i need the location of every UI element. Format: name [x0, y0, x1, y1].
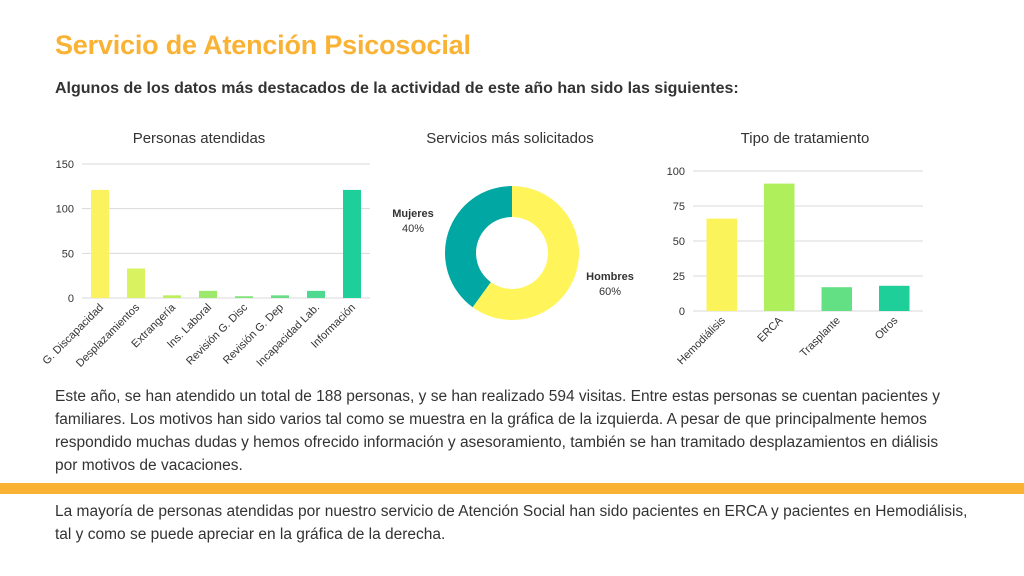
summary-paragraph: Este año, se han atendido un total de 18… — [55, 388, 940, 474]
bar-trasplante — [821, 287, 852, 311]
y-tick-label: 0 — [68, 293, 74, 305]
chart-title: Personas atendidas — [133, 130, 266, 147]
y-tick-label: 25 — [673, 271, 685, 283]
bar-revisi-n-g-disc — [235, 296, 253, 298]
bar-hemodi-lisis — [706, 218, 737, 311]
slice-value-label: 40% — [402, 223, 424, 235]
x-tick-label: G. Discapacidad — [41, 302, 107, 368]
x-tick-label: Revisión G. Disc — [184, 301, 250, 367]
bar-g-discapacidad — [91, 189, 109, 298]
donut-slice-mujeres — [445, 186, 512, 308]
bar-extranger-a — [163, 295, 181, 298]
bar-erca — [764, 183, 795, 311]
conclusion-paragraph: La mayoría de personas atendidas por nue… — [55, 503, 968, 543]
x-tick-label: Hemodiálisis — [675, 314, 728, 367]
bar-otros — [879, 285, 910, 311]
chart-title: Tipo de tratamiento — [741, 130, 870, 147]
y-tick-label: 75 — [673, 201, 685, 213]
orange-divider — [0, 483, 1024, 494]
y-tick-label: 100 — [667, 166, 685, 178]
page-title: Servicio de Atención Psicosocial — [55, 30, 471, 60]
donut-slice-hombres — [472, 186, 579, 320]
tipo-tratamiento-chart: Tipo de tratamiento 0 25 50 75 100 Hemodiálisi… — [667, 130, 923, 367]
bar-incapacidad-lab- — [307, 290, 325, 298]
slice-value-label: 60% — [599, 286, 621, 298]
x-tick-label: Incapacidad Lab. — [254, 302, 322, 370]
chart-title: Servicios más solicitados — [426, 130, 594, 147]
bar-desplazamientos — [127, 268, 145, 298]
page-subtitle: Algunos de los datos más destacados de l… — [55, 80, 739, 97]
servicios-solicitados-chart: Servicios más solicitados Hombres 60% Mujer… — [392, 130, 634, 320]
slice-label: Mujeres — [392, 208, 434, 220]
bar-informaci-n — [343, 189, 361, 298]
personas-atendidas-chart: Personas atendidas 0 50 100 150 G. Discapacid… — [41, 130, 370, 370]
x-tick-label: Trasplante — [798, 315, 843, 360]
y-tick-label: 100 — [56, 204, 74, 216]
x-tick-label: Desplazamientos — [74, 301, 143, 370]
x-tick-label: Otros — [873, 314, 901, 342]
bar-revisi-n-g-dep — [271, 295, 289, 298]
y-tick-label: 0 — [679, 306, 685, 318]
slice-label: Hombres — [586, 271, 634, 283]
y-tick-label: 50 — [673, 236, 685, 248]
bar-ins-laboral — [199, 290, 217, 298]
x-tick-label: ERCA — [755, 314, 786, 345]
y-tick-label: 50 — [62, 248, 74, 260]
y-tick-label: 150 — [56, 159, 74, 171]
